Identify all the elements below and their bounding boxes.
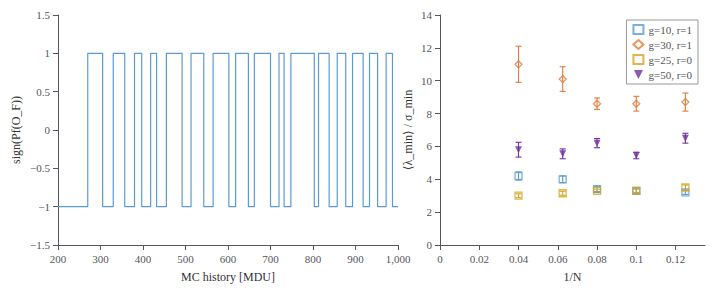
svg-text:g=10, r=1: g=10, r=1 [648, 24, 692, 36]
svg-text:g=50, r=0: g=50, r=0 [648, 69, 692, 81]
svg-text:700: 700 [262, 253, 279, 265]
svg-text:6: 6 [427, 140, 433, 152]
svg-text:0.5: 0.5 [36, 86, 50, 98]
svg-text:1.5: 1.5 [36, 9, 50, 21]
svg-text:0: 0 [437, 253, 443, 265]
svg-text:0.02: 0.02 [470, 253, 489, 265]
svg-text:1/N: 1/N [564, 270, 582, 284]
svg-text:900: 900 [347, 253, 364, 265]
svg-text:10: 10 [421, 75, 433, 87]
svg-text:−1.5: −1.5 [30, 239, 50, 251]
svg-text:600: 600 [220, 253, 237, 265]
svg-text:0.06: 0.06 [548, 253, 568, 265]
svg-text:0.12: 0.12 [666, 253, 685, 265]
svg-text:12: 12 [421, 42, 432, 54]
svg-text:800: 800 [305, 253, 322, 265]
svg-text:8: 8 [427, 108, 433, 120]
svg-text:400: 400 [135, 253, 152, 265]
svg-text:0.1: 0.1 [629, 253, 643, 265]
svg-text:0: 0 [45, 124, 51, 136]
svg-text:0: 0 [427, 239, 433, 251]
svg-text:⟨λ_min⟩ / σ_min: ⟨λ_min⟩ / σ_min [401, 90, 415, 170]
svg-text:g=30, r=1: g=30, r=1 [648, 39, 692, 51]
svg-text:200: 200 [50, 253, 67, 265]
svg-text:500: 500 [177, 253, 194, 265]
svg-text:1: 1 [45, 47, 51, 59]
svg-text:sign(Pf(O_F)): sign(Pf(O_F)) [9, 96, 23, 164]
svg-text:−0.5: −0.5 [30, 162, 50, 174]
svg-text:−1: −1 [38, 201, 50, 213]
svg-text:4: 4 [427, 173, 433, 185]
svg-text:0.08: 0.08 [587, 253, 607, 265]
svg-text:g=25, r=0: g=25, r=0 [648, 54, 692, 66]
svg-text:300: 300 [92, 253, 109, 265]
svg-text:MC history [MDU]: MC history [MDU] [181, 270, 275, 284]
svg-text:0.04: 0.04 [509, 253, 529, 265]
svg-text:14: 14 [421, 9, 433, 21]
svg-text:2: 2 [427, 206, 433, 218]
svg-text:1,000: 1,000 [386, 253, 411, 265]
